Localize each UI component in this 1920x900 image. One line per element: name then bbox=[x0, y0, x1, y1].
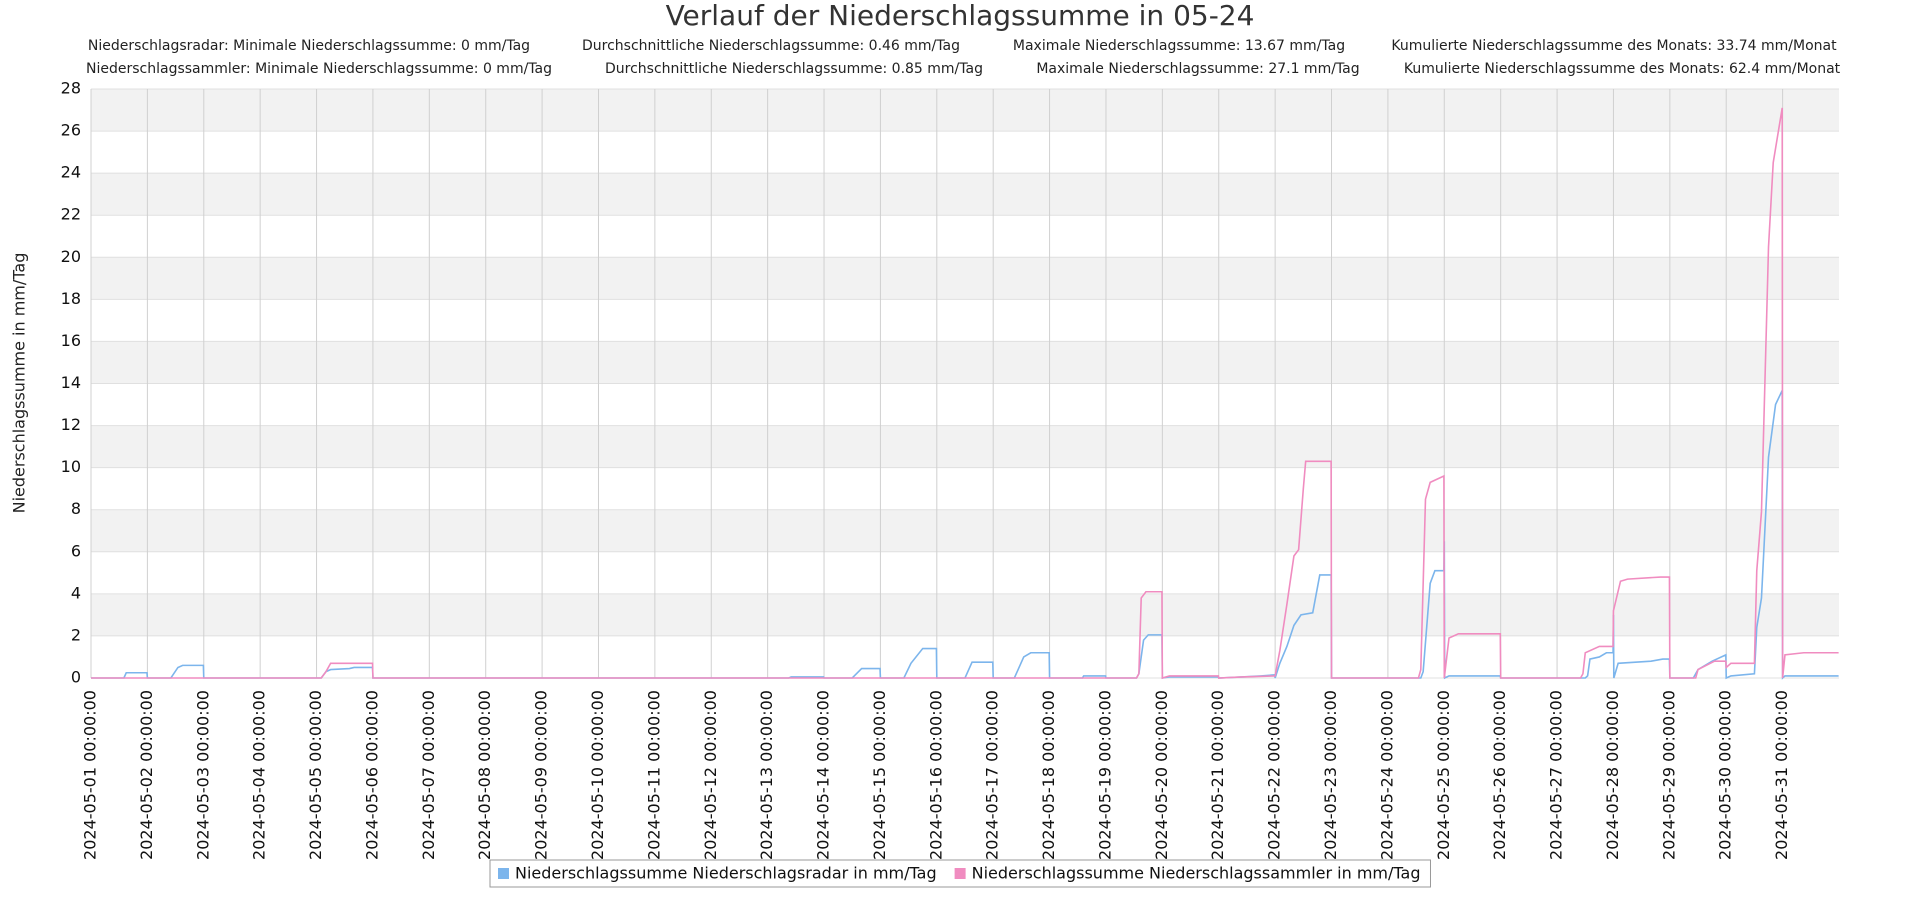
x-tick-label: 2024-05-28 00:00:00 bbox=[1603, 690, 1622, 860]
subtitle: Niederschlagssammler: Minimale Niedersch… bbox=[86, 61, 552, 77]
x-tick-label: 2024-05-10 00:00:00 bbox=[588, 690, 607, 860]
series-line bbox=[91, 107, 1839, 680]
y-tick-label: 4 bbox=[71, 583, 81, 602]
x-tick-label: 2024-05-24 00:00:00 bbox=[1377, 690, 1396, 860]
grid-band bbox=[91, 425, 1839, 468]
grid-band bbox=[91, 593, 1839, 636]
legend-marker bbox=[954, 868, 966, 879]
x-tick-label: 2024-05-29 00:00:00 bbox=[1659, 690, 1678, 860]
y-tick-label: 28 bbox=[61, 79, 81, 98]
subtitle: Niederschlagsradar: Minimale Niederschla… bbox=[88, 38, 530, 54]
x-tick-label: 2024-05-04 00:00:00 bbox=[250, 690, 269, 860]
x-tick-label: 2024-05-08 00:00:00 bbox=[475, 690, 494, 860]
x-tick-label: 2024-05-13 00:00:00 bbox=[757, 690, 776, 860]
x-tick-label: 2024-05-11 00:00:00 bbox=[644, 690, 663, 860]
y-tick-label: 10 bbox=[61, 457, 81, 476]
legend: Niederschlagssumme Niederschlagsradar in… bbox=[489, 859, 1431, 888]
y-tick-label: 20 bbox=[61, 247, 81, 266]
subtitle: Durchschnittliche Niederschlagssumme: 0.… bbox=[582, 38, 960, 54]
subtitle: Durchschnittliche Niederschlagssumme: 0.… bbox=[605, 61, 983, 77]
x-tick-label: 2024-05-06 00:00:00 bbox=[362, 690, 381, 860]
grid-band bbox=[91, 341, 1839, 384]
y-tick-label: 12 bbox=[61, 415, 81, 434]
x-tick-label: 2024-05-03 00:00:00 bbox=[193, 690, 212, 860]
x-tick-label: 2024-05-14 00:00:00 bbox=[814, 690, 833, 860]
x-tick-label: 2024-05-25 00:00:00 bbox=[1434, 690, 1453, 860]
grid-band bbox=[91, 509, 1839, 552]
y-tick-label: 22 bbox=[61, 205, 81, 224]
x-tick-label: 2024-05-09 00:00:00 bbox=[532, 690, 551, 860]
y-tick-label: 6 bbox=[71, 541, 81, 560]
y-tick-label: 14 bbox=[61, 373, 81, 392]
x-tick-label: 2024-05-20 00:00:00 bbox=[1152, 690, 1171, 860]
x-tick-label: 2024-05-17 00:00:00 bbox=[983, 690, 1002, 860]
x-tick-label: 2024-05-26 00:00:00 bbox=[1490, 690, 1509, 860]
x-tick-label: 2024-05-16 00:00:00 bbox=[926, 690, 945, 860]
subtitle: Kumulierte Niederschlagssumme des Monats… bbox=[1404, 61, 1841, 77]
y-axis-title: Niederschlagssumme in mm/Tag bbox=[10, 253, 29, 514]
x-tick-label: 2024-05-15 00:00:00 bbox=[870, 690, 889, 860]
y-tick-label: 2 bbox=[71, 625, 81, 644]
x-tick-label: 2024-05-27 00:00:00 bbox=[1547, 690, 1566, 860]
x-tick-label: 2024-05-07 00:00:00 bbox=[419, 690, 438, 860]
x-tick-label: 2024-05-01 00:00:00 bbox=[81, 690, 100, 860]
legend-label: Niederschlagssumme Niederschlagssammler … bbox=[972, 864, 1421, 883]
subtitle: Kumulierte Niederschlagssumme des Monats… bbox=[1391, 38, 1837, 54]
chart-title: Verlauf der Niederschlagssumme in 05-24 bbox=[666, 0, 1255, 32]
y-tick-label: 26 bbox=[61, 121, 81, 140]
x-tick-label: 2024-05-02 00:00:00 bbox=[137, 690, 156, 860]
x-tick-label: 2024-05-05 00:00:00 bbox=[306, 690, 325, 860]
y-tick-label: 18 bbox=[61, 289, 81, 308]
x-tick-label: 2024-05-22 00:00:00 bbox=[1265, 690, 1284, 860]
y-tick-label: 16 bbox=[61, 331, 81, 350]
y-tick-label: 24 bbox=[61, 163, 81, 182]
subtitle: Maximale Niederschlagssumme: 27.1 mm/Tag bbox=[1036, 61, 1359, 77]
x-tick-label: 2024-05-19 00:00:00 bbox=[1095, 690, 1114, 860]
x-tick-label: 2024-05-18 00:00:00 bbox=[1039, 690, 1058, 860]
x-tick-label: 2024-05-30 00:00:00 bbox=[1716, 690, 1735, 860]
x-tick-label: 2024-05-21 00:00:00 bbox=[1208, 690, 1227, 860]
y-tick-label: 8 bbox=[71, 499, 81, 518]
subtitle: Maximale Niederschlagssumme: 13.67 mm/Ta… bbox=[1013, 38, 1345, 54]
x-tick-label: 2024-05-31 00:00:00 bbox=[1772, 690, 1791, 860]
x-tick-label: 2024-05-12 00:00:00 bbox=[701, 690, 720, 860]
legend-label: Niederschlagssumme Niederschlagsradar in… bbox=[515, 864, 937, 883]
grid-band bbox=[91, 173, 1839, 216]
grid-band bbox=[91, 89, 1839, 132]
x-tick-label: 2024-05-23 00:00:00 bbox=[1321, 690, 1340, 860]
legend-marker bbox=[498, 868, 509, 879]
grid-band bbox=[91, 257, 1839, 300]
y-tick-label: 0 bbox=[71, 668, 81, 687]
